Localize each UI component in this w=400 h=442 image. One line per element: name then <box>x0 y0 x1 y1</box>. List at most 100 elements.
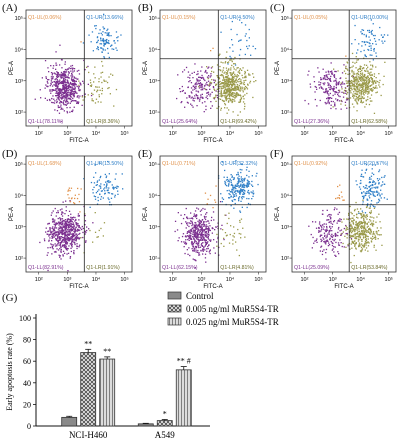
dot-ll <box>180 222 183 225</box>
quadrant-ur-label: Q1-UR(20.57%) <box>351 161 388 167</box>
dot-lr <box>365 92 367 94</box>
dot-ll <box>63 71 65 73</box>
dot-ll <box>61 73 64 75</box>
dot-lr <box>361 102 363 104</box>
dot-ur <box>228 193 230 195</box>
dot-ur <box>377 191 379 193</box>
dot-lr <box>370 211 372 214</box>
dot-ll <box>71 238 73 241</box>
dot-ll <box>325 229 328 231</box>
dot-ur <box>106 189 108 192</box>
dot-lr <box>344 235 346 237</box>
dot-ur <box>240 176 242 178</box>
dot-lr <box>78 80 80 82</box>
dot-ll <box>72 233 74 235</box>
dot-lr <box>361 222 363 224</box>
dot-lr <box>242 67 244 69</box>
dot-lr <box>224 82 226 84</box>
dot-ll <box>221 224 223 226</box>
dot-lr <box>340 100 342 102</box>
dot-ur <box>364 55 366 57</box>
dot-ur <box>364 187 366 189</box>
dot-ll <box>69 81 72 84</box>
dot-ll <box>57 249 60 251</box>
dot-lr <box>349 97 352 99</box>
dot-ll <box>337 220 339 222</box>
dot-ur <box>107 32 109 35</box>
dot-ur <box>102 31 104 33</box>
dot-ur <box>363 195 365 197</box>
dot-lr <box>380 234 382 236</box>
dot-ll <box>200 239 202 241</box>
dot-ll <box>207 245 209 248</box>
dot-ll <box>65 223 67 226</box>
dot-lr <box>242 77 244 79</box>
dot-ll <box>338 81 340 83</box>
dot-ll <box>55 89 57 91</box>
dot-lr <box>354 76 357 78</box>
dot-ll <box>203 230 205 232</box>
dot-ll <box>65 100 67 103</box>
dot-ll <box>334 104 336 106</box>
dot-ll <box>76 78 78 80</box>
dot-lr <box>214 89 216 91</box>
dot-ll <box>330 218 332 220</box>
dot-ll <box>200 86 202 89</box>
dot-lr <box>362 97 365 100</box>
x-tick-label: 10² <box>301 277 309 283</box>
dot-lr <box>363 231 365 233</box>
dot-ll <box>335 98 337 100</box>
dot-ll <box>191 72 193 74</box>
dot-ll <box>195 87 197 90</box>
dot-ll <box>66 223 69 225</box>
dot-lr <box>355 79 358 81</box>
dot-lr <box>347 82 349 84</box>
dot-ll <box>331 242 333 244</box>
dot-lr <box>359 236 361 238</box>
dot-lr <box>377 80 379 83</box>
dot-ll <box>85 241 87 243</box>
y-tick-label: 10⁴ <box>149 46 158 53</box>
dot-ll <box>320 77 322 79</box>
dot-ll <box>329 213 331 216</box>
dot-ur <box>363 41 366 44</box>
dot-lr <box>244 87 246 90</box>
dot-ll <box>193 230 195 232</box>
dot-lr <box>225 99 227 102</box>
dot-lr <box>209 81 211 83</box>
dot-ll <box>59 44 61 46</box>
dot-lr <box>360 226 362 228</box>
dot-ll <box>195 249 197 251</box>
y-tick-label: 10³ <box>281 79 289 85</box>
dot-ll <box>198 240 200 242</box>
dot-lr <box>237 78 240 81</box>
dot-ur <box>241 180 243 182</box>
dot-lr <box>215 96 217 98</box>
dot-ll <box>51 244 53 246</box>
dot-ur <box>96 203 99 205</box>
dot-ur <box>231 199 233 202</box>
dot-ll <box>58 81 60 83</box>
dot-lr <box>246 69 249 71</box>
dot-ll <box>60 82 62 85</box>
dot-ur <box>356 52 358 54</box>
dot-ur <box>359 188 362 190</box>
dot-ur <box>360 179 362 182</box>
dot-ll <box>84 230 86 232</box>
dot-ll <box>84 224 86 226</box>
dot-ur <box>231 184 234 187</box>
dot-ll <box>78 215 80 217</box>
dot-lr <box>229 72 231 74</box>
dot-ur <box>238 175 240 177</box>
dot-ll <box>47 230 50 232</box>
dot-ll <box>70 216 72 218</box>
dot-ll <box>326 215 329 217</box>
dot-lr <box>370 222 373 224</box>
dot-ll <box>64 237 66 239</box>
dot-ll <box>194 232 196 234</box>
dot-ll <box>68 227 70 229</box>
dot-ll <box>50 231 52 234</box>
dot-ll <box>67 84 69 87</box>
dot-ll <box>70 75 72 77</box>
dot-ll <box>205 88 207 91</box>
